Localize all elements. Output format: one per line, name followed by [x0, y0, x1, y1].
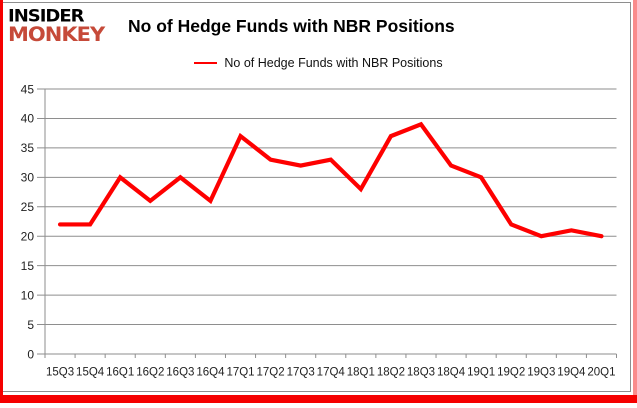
x-tick-label: 18Q2 [377, 367, 405, 379]
y-tick-label: 0 [27, 347, 34, 361]
data-series-line [57, 121, 604, 239]
legend-label: No of Hedge Funds with NBR Positions [224, 56, 443, 70]
y-tick-label: 20 [21, 230, 35, 244]
x-tick-label: 16Q1 [106, 367, 134, 379]
y-tick-label: 15 [21, 259, 35, 273]
red-frame-bottom [0, 395, 637, 403]
chart-title: No of Hedge Funds with NBR Positions [128, 16, 455, 36]
logo-text-insider: INSIDER [8, 6, 85, 27]
x-tick-label: 18Q3 [407, 367, 435, 379]
x-tick-label: 16Q3 [166, 367, 194, 379]
red-frame-left [0, 0, 3, 403]
x-tick-label: 17Q4 [317, 367, 346, 379]
x-tick-label: 17Q3 [287, 367, 315, 379]
legend: No of Hedge Funds with NBR Positions [0, 56, 637, 70]
legend-line-swatch [194, 61, 218, 65]
logo-text-monkey: MONKEY [8, 22, 105, 46]
y-tick-label: 45 [21, 82, 35, 96]
red-frame-right [633, 0, 637, 395]
x-tick-label: 18Q4 [437, 367, 466, 379]
y-tick-label: 5 [27, 318, 34, 332]
x-tick-label: 16Q4 [196, 367, 225, 379]
x-tick-label: 15Q3 [46, 367, 74, 379]
x-tick-label: 16Q2 [136, 367, 164, 379]
y-tick-label: 25 [21, 200, 35, 214]
x-tick-label: 20Q1 [587, 367, 615, 379]
x-tick-label: 19Q2 [497, 367, 525, 379]
y-tick-label: 35 [21, 141, 35, 155]
x-tick-label: 19Q1 [467, 367, 495, 379]
x-tick-label: 19Q4 [557, 367, 586, 379]
x-tick-label: 19Q3 [527, 367, 555, 379]
x-tick-label: 17Q1 [226, 367, 254, 379]
y-tick-label: 40 [21, 112, 35, 126]
y-tick-label: 30 [21, 171, 35, 185]
x-tick-label: 15Q4 [76, 367, 105, 379]
y-tick-label: 10 [21, 288, 35, 302]
x-tick-label: 17Q2 [257, 367, 285, 379]
x-tick-label: 18Q1 [347, 367, 375, 379]
insider-monkey-logo: INSIDER MONKEY [8, 6, 105, 46]
